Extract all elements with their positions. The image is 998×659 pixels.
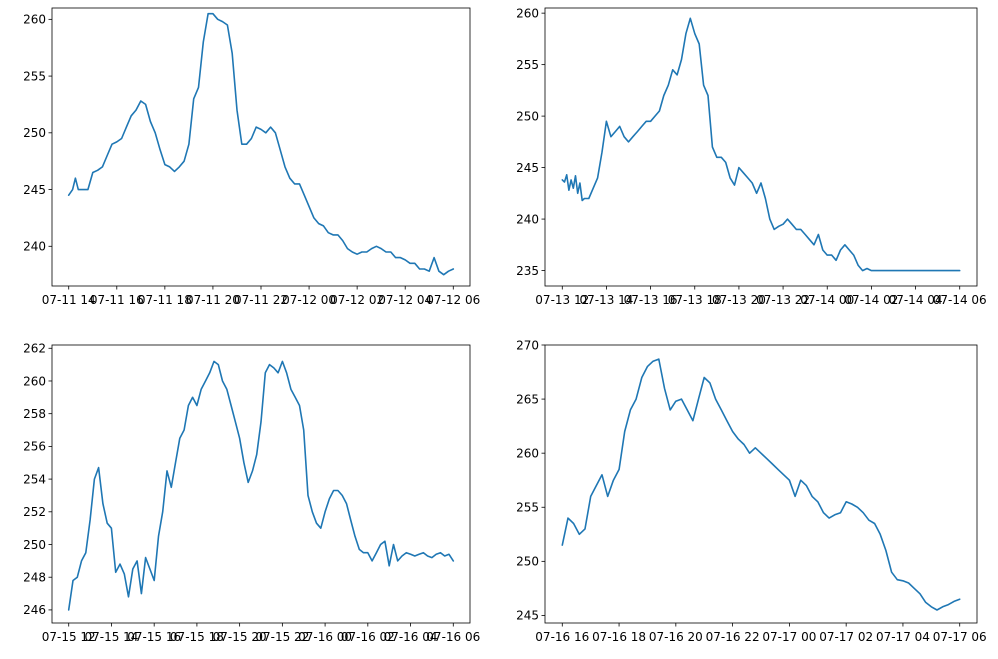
y-tick-label: 255 <box>516 58 539 72</box>
x-tick-label: 07-13 14 <box>579 293 633 307</box>
x-tick-label: 07-15 18 <box>170 630 224 644</box>
y-tick-label: 248 <box>23 571 46 585</box>
x-tick-label: 07-14 04 <box>889 293 943 307</box>
y-tick-label: 260 <box>23 13 46 27</box>
x-tick-label: 07-16 06 <box>426 630 480 644</box>
y-tick-label: 270 <box>516 338 539 352</box>
x-tick-label: 07-13 16 <box>624 293 678 307</box>
x-tick-label: 07-13 22 <box>756 293 810 307</box>
x-tick-label: 07-17 06 <box>933 630 987 644</box>
axes-frame <box>544 7 978 287</box>
series-line-0 <box>67 360 455 611</box>
y-tick-label: 250 <box>23 538 46 552</box>
y-tick-label: 240 <box>23 240 46 254</box>
x-tick-label: 07-15 14 <box>84 630 138 644</box>
y-tick-label: 262 <box>23 342 46 356</box>
y-tick-label: 254 <box>23 472 46 486</box>
series-line-0 <box>561 358 961 611</box>
x-tick-label: 07-17 00 <box>762 630 816 644</box>
y-tick-label: 255 <box>23 69 46 83</box>
y-tick-label: 245 <box>516 609 539 623</box>
x-tick-label: 07-12 00 <box>282 293 336 307</box>
x-tick-label: 07-16 04 <box>384 630 438 644</box>
x-tick-label: 07-13 18 <box>668 293 722 307</box>
x-tick-label: 07-14 06 <box>933 293 987 307</box>
y-tick-label: 260 <box>23 374 46 388</box>
y-tick-label: 252 <box>23 505 46 519</box>
x-tick-label: 07-17 04 <box>876 630 930 644</box>
x-tick-label: 07-11 20 <box>186 293 240 307</box>
x-tick-label: 07-16 16 <box>535 630 589 644</box>
x-tick-label: 07-16 00 <box>298 630 352 644</box>
x-tick-label: 07-12 06 <box>426 293 480 307</box>
y-tick-label: 255 <box>516 501 539 515</box>
x-tick-label: 07-15 12 <box>42 630 96 644</box>
x-tick-label: 07-11 16 <box>90 293 144 307</box>
series-line-0 <box>561 17 961 272</box>
axes-frame <box>51 344 471 624</box>
x-tick-label: 07-11 22 <box>234 293 288 307</box>
y-tick-label: 256 <box>23 440 46 454</box>
y-tick-label: 250 <box>516 555 539 569</box>
x-tick-label: 07-15 16 <box>127 630 181 644</box>
x-tick-label: 07-16 20 <box>649 630 703 644</box>
y-tick-label: 235 <box>516 264 539 278</box>
y-tick-label: 250 <box>23 126 46 140</box>
axes-frame <box>544 344 978 624</box>
x-tick-label: 07-16 22 <box>706 630 760 644</box>
axes-frame <box>51 7 471 287</box>
y-tick-label: 258 <box>23 407 46 421</box>
series-line-0 <box>67 12 455 276</box>
y-tick-label: 260 <box>516 446 539 460</box>
x-tick-label: 07-12 02 <box>330 293 384 307</box>
x-tick-label: 07-15 22 <box>255 630 309 644</box>
x-tick-label: 07-17 02 <box>819 630 873 644</box>
x-tick-label: 07-11 18 <box>138 293 192 307</box>
x-tick-label: 07-16 02 <box>341 630 395 644</box>
y-tick-label: 260 <box>516 6 539 20</box>
x-tick-label: 07-15 20 <box>213 630 267 644</box>
y-tick-label: 245 <box>516 161 539 175</box>
y-tick-label: 265 <box>516 392 539 406</box>
x-tick-label: 07-12 04 <box>378 293 432 307</box>
y-tick-label: 240 <box>516 212 539 226</box>
x-tick-label: 07-16 18 <box>592 630 646 644</box>
y-tick-label: 245 <box>23 183 46 197</box>
x-tick-label: 07-13 20 <box>712 293 766 307</box>
y-tick-label: 250 <box>516 109 539 123</box>
x-tick-label: 07-14 02 <box>844 293 898 307</box>
x-tick-label: 07-14 00 <box>800 293 854 307</box>
x-tick-label: 07-13 12 <box>535 293 589 307</box>
x-tick-label: 07-11 14 <box>42 293 96 307</box>
y-tick-label: 246 <box>23 603 46 617</box>
